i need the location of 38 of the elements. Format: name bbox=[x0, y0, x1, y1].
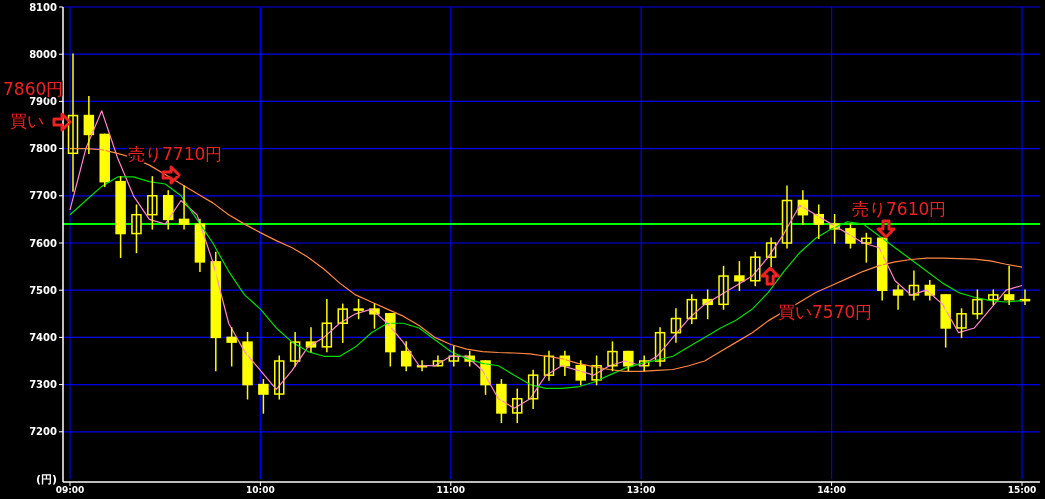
candlestick bbox=[940, 294, 951, 348]
candlestick bbox=[115, 176, 126, 258]
x-tick-label: 11:00 bbox=[436, 485, 466, 495]
y-tick-label: 7600 bbox=[29, 237, 58, 249]
y-axis-title: (円) bbox=[35, 472, 57, 486]
candlestick bbox=[750, 251, 761, 287]
candlestick bbox=[147, 176, 158, 230]
x-tick-label: 10:00 bbox=[246, 485, 275, 495]
candlestick bbox=[956, 308, 967, 339]
candlestick bbox=[99, 133, 110, 188]
candlestick bbox=[242, 331, 253, 400]
candlestick bbox=[274, 355, 285, 400]
candlestick bbox=[972, 289, 983, 320]
candlestick bbox=[337, 303, 348, 343]
x-tick-label: 15:00 bbox=[1007, 485, 1037, 495]
candlestick bbox=[496, 379, 507, 424]
annotation: 売り7610円 bbox=[852, 199, 947, 219]
y-tick-label: 7300 bbox=[29, 379, 58, 391]
candlestick bbox=[226, 327, 237, 367]
y-tick-label: 7700 bbox=[29, 190, 58, 202]
candlestick bbox=[734, 261, 745, 291]
candlestick bbox=[353, 298, 364, 320]
candlestick bbox=[131, 204, 142, 254]
candlestick bbox=[575, 360, 586, 386]
x-tick-label: 13:00 bbox=[626, 485, 656, 495]
text: 買い bbox=[10, 111, 44, 131]
x-tick-label: 14:00 bbox=[817, 485, 846, 495]
candlestick bbox=[258, 379, 269, 414]
y-tick-label: 7500 bbox=[29, 284, 58, 296]
candlestick bbox=[845, 223, 856, 249]
x-tick-label: 09:00 bbox=[55, 485, 85, 495]
y-tick-label: 7200 bbox=[29, 426, 58, 438]
y-tick-label: 8000 bbox=[29, 48, 58, 60]
candlestick bbox=[718, 265, 729, 310]
annotation: 売り7710円 bbox=[128, 144, 223, 164]
y-tick-label: 7400 bbox=[29, 331, 58, 343]
y-tick-label: 8100 bbox=[29, 1, 58, 13]
y-tick-label: 7800 bbox=[29, 143, 58, 155]
